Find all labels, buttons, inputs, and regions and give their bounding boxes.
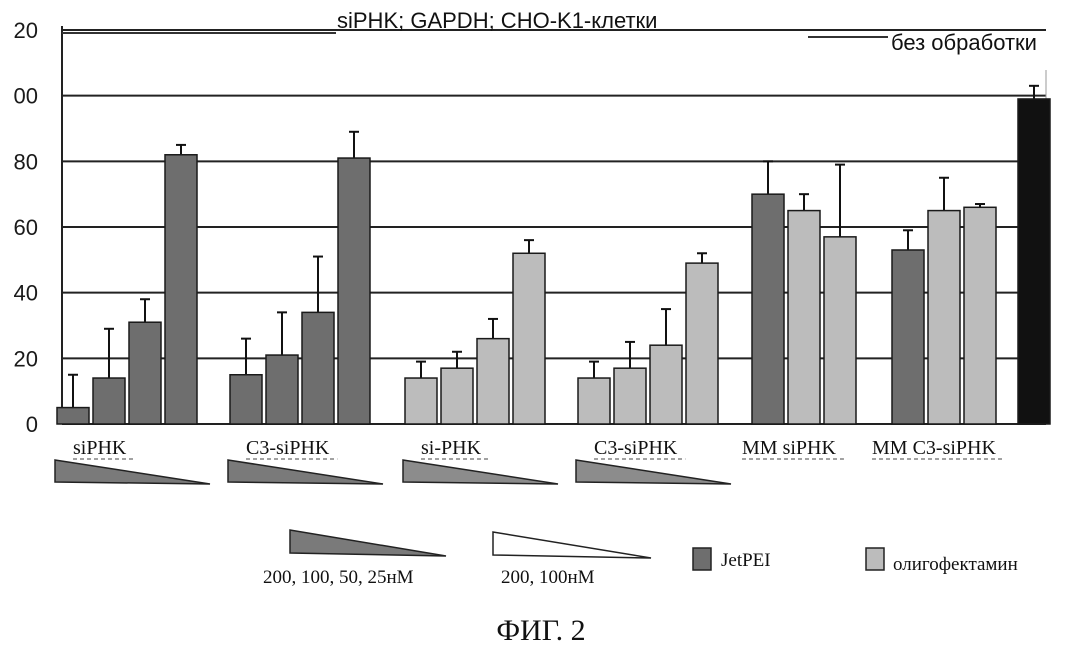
concentration-triangle [227,459,384,485]
bar [1017,98,1051,425]
bar [649,344,683,425]
bar [963,206,997,425]
legend-oligo-triangle [492,531,652,559]
y-tick-label: 60 [14,215,38,240]
group-label: siPHK [73,437,127,459]
chart-title: siPHK; GAPDH; CHO-K1-клетки [337,8,657,33]
figure-caption: ФИГ. 2 [496,614,585,647]
bar [229,374,263,425]
y-axis: 0 20 40 60 80 00 20 [14,18,1047,437]
concentration-triangle [54,459,211,485]
y-tick-label: 0 [26,412,38,437]
y-tick-label: 80 [14,149,38,174]
bar [56,406,90,425]
grid-lines [62,29,1046,360]
bar [787,209,821,425]
concentration-triangle [575,459,732,485]
group-label: C3-siPHK [594,437,678,459]
bar [265,354,299,425]
bar [512,252,546,425]
legend-conc-jetpei: 200, 100, 50, 25нМ [263,567,414,588]
group-labels: siPHK C3-siPHK si-PHK C3-siPHK MM siPHK MM C3… [54,437,1004,485]
bar [891,249,925,425]
y-tick-label: 20 [14,18,38,43]
group-label: si-PHK [421,437,482,459]
legend: 200, 100, 50, 25нМ 200, 100нМ JetPEI оли… [263,529,1018,588]
group-label: C3-siPHK [246,437,330,459]
bar [613,367,647,425]
y-tick-label: 20 [14,346,38,371]
legend-jetpei-swatch [692,547,712,571]
bar [751,193,785,425]
legend-oligo-swatch [865,547,885,571]
bar [128,321,162,425]
bar [92,377,126,425]
bar [301,311,335,425]
group-label: MM siPHK [742,437,836,459]
legend-conc-oligo: 200, 100нМ [501,567,595,588]
legend-oligo-label: олигофектамин [893,554,1018,575]
bar [577,377,611,425]
concentration-triangle [402,459,559,485]
bar [927,209,961,425]
y-tick-label: 00 [14,84,38,109]
bar [823,236,857,425]
legend-jetpei-triangle [289,529,447,557]
bar [685,262,719,425]
bars [56,84,1051,425]
bar [337,157,371,425]
bar [476,337,510,425]
untreated-label: без обработки [891,30,1037,55]
legend-jetpei-label: JetPEI [721,550,771,571]
y-tick-label: 40 [14,281,38,306]
group-label: MM C3-siPHK [872,437,996,459]
bar [164,154,198,425]
bar [404,377,438,425]
bar [440,367,474,425]
